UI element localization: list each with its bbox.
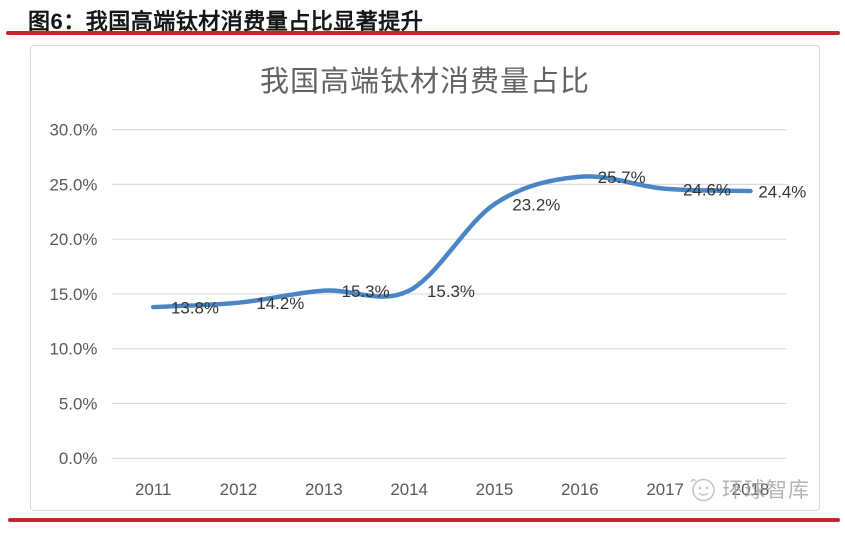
data-point-label: 23.2% [512,196,560,215]
y-tick-label: 0.0% [59,449,98,468]
chart-title: 我国高端钛材消费量占比 [259,66,590,98]
y-tick-label: 10.0% [49,340,97,359]
data-point-label: 15.3% [427,282,475,301]
x-tick-label: 2015 [476,480,514,499]
data-point-label: 13.8% [171,299,219,318]
x-tick-label: 2016 [561,480,599,499]
y-tick-label: 25.0% [49,175,97,194]
bottom-red-divider [8,518,840,522]
data-point-label: 24.4% [758,182,806,201]
x-tick-label: 2011 [135,480,171,499]
data-point-label: 25.7% [598,168,646,187]
top-red-divider [6,31,840,35]
data-point-label: 14.2% [256,294,304,313]
x-tick-label: 2018 [732,480,770,499]
x-tick-label: 2012 [220,480,258,499]
x-tick-label: 2017 [646,480,684,499]
line-chart: 0.0% 5.0% 10.0% 15.0% 20.0% 25.0% 30.0% 2011 201… [49,121,806,499]
data-point-label: 15.3% [342,282,390,301]
y-tick-label: 20.0% [49,230,97,249]
trend-line [150,174,753,310]
chart-panel: 我国高端钛材消费量占比 0.0% 5.0% 10.0% 15.0% 20.0% 25.0%… [30,45,820,511]
y-tick-label: 30.0% [49,121,97,140]
figure-caption: 图6：我国高端钛材消费量占比显著提升 [28,9,424,34]
data-point-label: 24.6% [683,180,731,199]
y-tick-label: 5.0% [59,394,98,413]
x-tick-label: 2014 [390,480,428,499]
y-tick-label: 15.0% [49,285,97,304]
x-tick-label: 2013 [305,480,343,499]
